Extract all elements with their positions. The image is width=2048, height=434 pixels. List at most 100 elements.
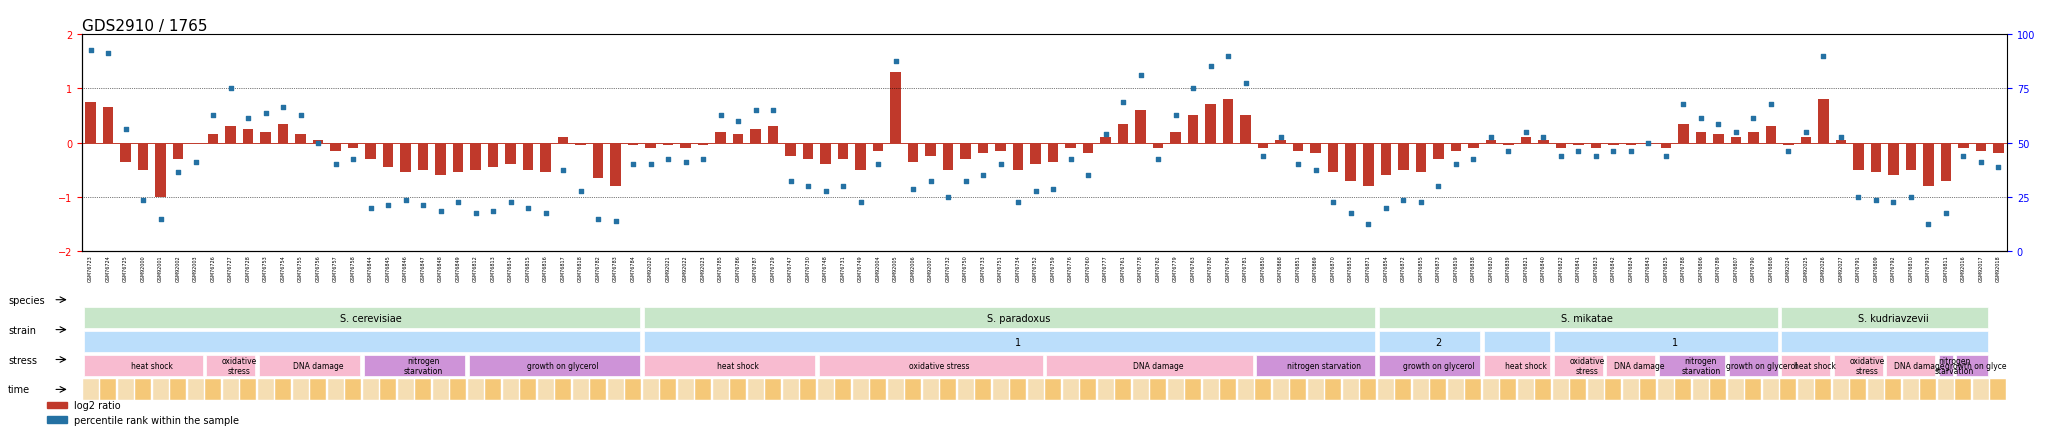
FancyBboxPatch shape: [397, 379, 414, 400]
FancyBboxPatch shape: [643, 355, 815, 376]
FancyBboxPatch shape: [293, 379, 309, 400]
FancyBboxPatch shape: [1903, 379, 1919, 400]
Bar: [383, 143, 393, 168]
Point: [1509, 129, 1542, 136]
Point: [1649, 153, 1681, 160]
Point: [967, 172, 999, 179]
Text: GSM76752: GSM76752: [1034, 254, 1038, 281]
Bar: [1346, 143, 1356, 181]
Point: [477, 207, 510, 214]
Point: [1124, 72, 1157, 79]
FancyBboxPatch shape: [1554, 355, 1604, 376]
Point: [686, 156, 719, 163]
FancyBboxPatch shape: [1886, 379, 1901, 400]
Point: [442, 200, 475, 207]
Point: [932, 194, 965, 201]
Bar: [786, 143, 797, 157]
Bar: [156, 143, 166, 197]
FancyBboxPatch shape: [1413, 379, 1430, 400]
Bar: [1731, 138, 1741, 143]
Text: oxidative
stress: oxidative stress: [221, 356, 258, 375]
Text: species: species: [8, 295, 45, 305]
FancyBboxPatch shape: [940, 379, 956, 400]
Bar: [961, 143, 971, 160]
Point: [459, 210, 492, 217]
Text: GSM76814: GSM76814: [508, 254, 514, 281]
Point: [373, 202, 406, 209]
Text: GSM76838: GSM76838: [1470, 254, 1477, 281]
FancyBboxPatch shape: [1782, 331, 1989, 352]
Text: nitrogen starvation: nitrogen starvation: [1288, 361, 1362, 370]
FancyBboxPatch shape: [573, 379, 588, 400]
Point: [1544, 153, 1577, 160]
Bar: [1415, 143, 1425, 173]
Text: DNA damage: DNA damage: [1133, 361, 1184, 370]
Text: GSM92026: GSM92026: [1821, 254, 1825, 281]
Text: GSM76748: GSM76748: [823, 254, 827, 281]
Text: GSM76751: GSM76751: [997, 254, 1004, 281]
Bar: [942, 143, 954, 171]
Point: [1597, 148, 1630, 155]
Text: GSM76791: GSM76791: [1855, 254, 1862, 281]
Text: growth on glycerol: growth on glycerol: [1946, 361, 2017, 370]
Point: [424, 207, 457, 214]
FancyBboxPatch shape: [1378, 355, 1481, 376]
Bar: [1626, 143, 1636, 146]
Text: GSM76818: GSM76818: [578, 254, 584, 281]
Text: GSM92017: GSM92017: [1978, 254, 1982, 281]
FancyBboxPatch shape: [1833, 355, 1882, 376]
Point: [1264, 135, 1296, 141]
Text: GSM76839: GSM76839: [1505, 254, 1511, 281]
Text: GDS2910 / 1765: GDS2910 / 1765: [82, 19, 207, 33]
FancyBboxPatch shape: [1939, 355, 1954, 376]
Bar: [1749, 132, 1759, 143]
FancyBboxPatch shape: [1483, 355, 1550, 376]
Text: GSM76788: GSM76788: [1681, 254, 1686, 281]
FancyBboxPatch shape: [1202, 379, 1219, 400]
Bar: [680, 143, 690, 148]
FancyBboxPatch shape: [1571, 379, 1585, 400]
Text: GSM76755: GSM76755: [299, 254, 303, 281]
Text: S. kudriavzevii: S. kudriavzevii: [1858, 313, 1929, 323]
Bar: [1135, 111, 1147, 143]
FancyBboxPatch shape: [678, 379, 694, 400]
Text: GSM76822: GSM76822: [1559, 254, 1563, 281]
Text: GSM76780: GSM76780: [1208, 254, 1212, 281]
FancyBboxPatch shape: [625, 379, 641, 400]
Text: S. paradoxus: S. paradoxus: [987, 313, 1051, 323]
Bar: [838, 143, 848, 160]
Bar: [698, 143, 709, 146]
Bar: [1311, 143, 1321, 154]
Point: [1772, 148, 1804, 155]
Point: [1036, 186, 1069, 193]
FancyBboxPatch shape: [1151, 379, 1165, 400]
Point: [739, 107, 772, 114]
Text: GSM76870: GSM76870: [1331, 254, 1335, 281]
FancyBboxPatch shape: [1782, 307, 1989, 329]
FancyBboxPatch shape: [240, 379, 256, 400]
FancyBboxPatch shape: [1554, 331, 1778, 352]
FancyBboxPatch shape: [1325, 379, 1341, 400]
Bar: [1765, 127, 1776, 143]
Text: GSM92016: GSM92016: [1960, 254, 1966, 281]
Text: GSM76756: GSM76756: [315, 254, 322, 281]
Text: GSM76840: GSM76840: [1540, 254, 1546, 281]
FancyBboxPatch shape: [207, 355, 256, 376]
Text: GSM76764: GSM76764: [1227, 254, 1231, 281]
FancyBboxPatch shape: [520, 379, 537, 400]
Bar: [1257, 143, 1268, 148]
Point: [565, 188, 598, 195]
FancyBboxPatch shape: [1815, 379, 1831, 400]
FancyBboxPatch shape: [643, 331, 1376, 352]
FancyBboxPatch shape: [766, 379, 780, 400]
Bar: [401, 143, 412, 173]
FancyBboxPatch shape: [801, 379, 815, 400]
FancyBboxPatch shape: [1659, 379, 1673, 400]
FancyBboxPatch shape: [1606, 379, 1622, 400]
Bar: [1399, 143, 1409, 171]
Text: GSM76810: GSM76810: [1909, 254, 1913, 281]
Bar: [715, 132, 725, 143]
Text: 1: 1: [1016, 337, 1022, 347]
Text: GSM76849: GSM76849: [457, 254, 461, 281]
Bar: [995, 143, 1006, 151]
